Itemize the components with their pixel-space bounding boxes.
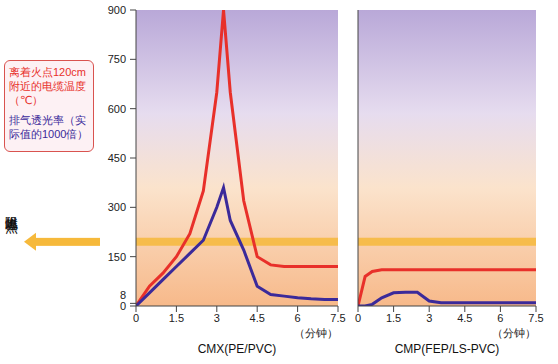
svg-text:4.5: 4.5 [457,312,472,324]
svg-text:0: 0 [355,312,361,324]
html-text:离着火点120cm附近的电缆温度（℃）: 离着火点120cm附近的电缆温度（℃） [9,66,86,106]
html-text:排气透光率（实际值的1000倍）: 排气透光率（实际值的1000倍） [9,114,89,140]
svg-text:7.5: 7.5 [330,312,345,324]
svg-text:1.5: 1.5 [169,312,184,324]
svg-text:4.5: 4.5 [250,312,265,324]
svg-text:6: 6 [497,312,503,324]
svg-text:3: 3 [214,312,220,324]
html-text:CMP(FEP/LS-PVC): CMP(FEP/LS-PVC) [394,342,500,356]
svg-text:450: 450 [108,152,126,164]
svg-text:7.5: 7.5 [528,312,543,324]
svg-text:1.5: 1.5 [386,312,401,324]
svg-text:3: 3 [426,312,432,324]
svg-text:150: 150 [108,251,126,263]
svg-text:8: 8 [120,289,126,301]
svg-text:600: 600 [108,103,126,115]
svg-text:750: 750 [108,53,126,65]
svg-text:900: 900 [108,4,126,16]
svg-text:300: 300 [108,201,126,213]
svg-text:0: 0 [133,312,139,324]
html-text:（分钟）: （分钟） [294,327,338,339]
html-text:（分钟）: （分钟） [492,327,536,339]
html-text:CMX(PE/PVC): CMX(PE/PVC) [197,342,277,356]
html-text:阻燃临界点: 阻燃临界点 [4,205,19,211]
svg-text:0: 0 [120,300,126,312]
svg-text:6: 6 [295,312,301,324]
